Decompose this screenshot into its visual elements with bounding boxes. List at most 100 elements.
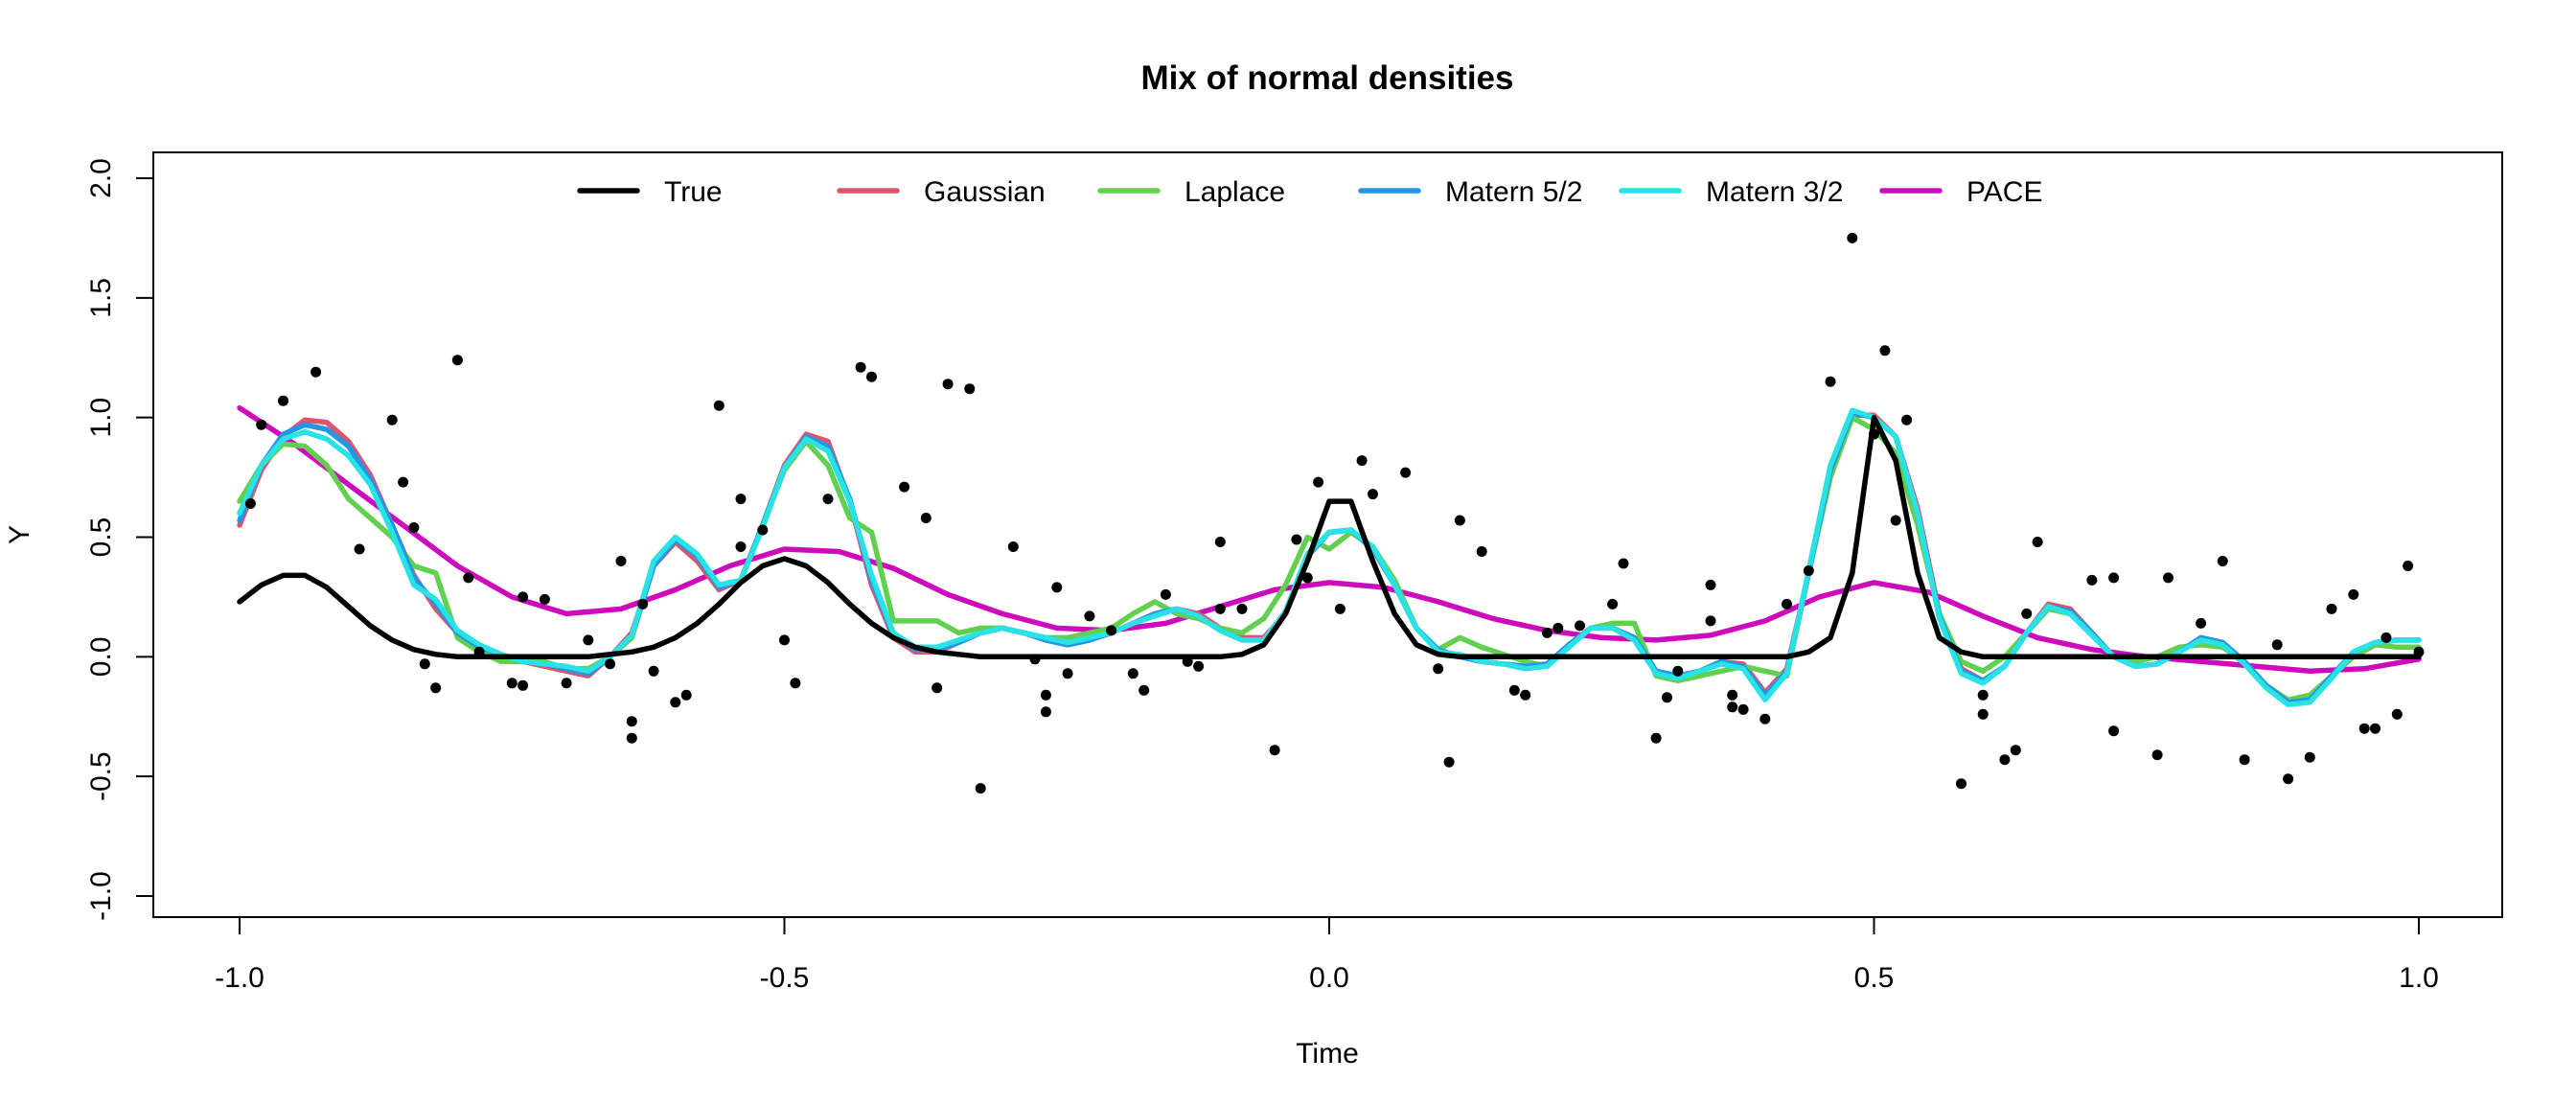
data-point	[1760, 713, 1771, 724]
data-point	[1291, 534, 1302, 545]
data-point	[1672, 665, 1684, 677]
data-point	[1214, 603, 1226, 614]
data-point	[1160, 588, 1171, 600]
data-point	[1400, 467, 1412, 478]
data-point	[899, 481, 910, 493]
data-point	[2151, 749, 2163, 761]
data-point	[626, 716, 637, 727]
data-point	[1575, 620, 1585, 632]
data-point	[1106, 625, 1117, 636]
data-point	[1138, 684, 1150, 696]
data-point	[605, 658, 616, 670]
data-point	[790, 678, 801, 689]
data-point	[386, 414, 398, 426]
data-point	[2358, 723, 2370, 734]
data-point	[244, 498, 256, 509]
series-layer	[237, 404, 2422, 708]
data-point	[964, 383, 976, 395]
data-point	[2086, 574, 2098, 586]
data-point	[1956, 778, 1966, 790]
data-point	[1541, 627, 1552, 638]
data-point	[1084, 610, 1095, 622]
data-point	[942, 379, 954, 390]
data-point	[1879, 345, 1891, 356]
data-point	[2380, 632, 2392, 643]
data-point	[408, 522, 420, 533]
data-point	[539, 593, 550, 605]
legend: True Gaussian Laplace Matern 5/2 Matern 3/2 P…	[577, 176, 2042, 208]
data-point	[2217, 556, 2228, 566]
data-point	[1869, 428, 1879, 440]
data-point	[473, 646, 485, 657]
data-point	[1051, 582, 1063, 593]
x-tick-label: 1.0	[2399, 962, 2439, 994]
data-point	[1062, 668, 1073, 679]
data-point	[1618, 558, 1629, 569]
data-point	[680, 689, 692, 701]
data-point	[2108, 725, 2120, 737]
series-line-true	[237, 414, 2422, 660]
data-point	[1705, 615, 1716, 627]
legend-label-true: True	[664, 176, 723, 208]
series-line-matern-3-2	[237, 407, 2422, 708]
series-line-pace	[237, 404, 2422, 675]
data-point	[975, 783, 986, 794]
data-point	[1029, 654, 1041, 665]
data-point	[1193, 660, 1205, 672]
data-point	[1007, 541, 1019, 552]
data-point	[735, 541, 747, 552]
y-axis-label: Y	[4, 525, 35, 544]
data-point	[451, 355, 463, 366]
x-axis-label: Time	[1296, 1038, 1359, 1070]
data-point	[932, 682, 943, 694]
data-point	[2348, 588, 2359, 600]
data-point	[1727, 689, 1738, 701]
data-point	[670, 697, 681, 708]
data-point	[1040, 689, 1051, 701]
y-tick-label: -0.5	[85, 751, 117, 801]
y-tick-label: 0.5	[85, 518, 117, 558]
data-point	[757, 524, 769, 536]
x-tick-label: -0.5	[760, 962, 810, 994]
data-point	[615, 556, 627, 566]
data-point	[1999, 754, 2011, 766]
data-point	[735, 494, 747, 505]
data-point	[1236, 603, 1248, 614]
data-point	[1508, 684, 1520, 696]
x-axis: -1.0 -0.5 0.0 0.5 1.0	[215, 916, 2439, 994]
data-point	[2370, 723, 2380, 734]
data-point	[256, 419, 267, 430]
y-axis: -1.0 -0.5 0.0 0.5 1.0 1.5 2.0	[85, 158, 154, 921]
data-point	[2032, 537, 2043, 547]
data-point	[1214, 537, 1226, 547]
data-point	[518, 591, 529, 603]
data-point	[463, 572, 474, 584]
data-point	[1803, 565, 1814, 576]
data-point	[1443, 756, 1455, 768]
y-tick-label: 2.0	[85, 158, 117, 198]
data-point	[1977, 689, 1989, 701]
data-point	[822, 494, 834, 505]
data-point	[866, 371, 877, 382]
data-point	[1727, 702, 1738, 713]
data-point	[779, 634, 790, 646]
data-point	[1269, 745, 1280, 756]
legend-label-pace: PACE	[1966, 176, 2042, 208]
legend-label-matern-5-2: Matern 5/2	[1445, 176, 1582, 208]
data-point	[1901, 414, 1913, 426]
data-point	[1127, 668, 1138, 679]
data-point	[2163, 572, 2174, 584]
data-point	[561, 678, 572, 689]
data-point	[1737, 703, 1749, 715]
data-point	[1520, 689, 1531, 701]
data-point	[1368, 489, 1378, 500]
data-point	[648, 665, 659, 677]
data-point	[1650, 732, 1662, 744]
data-point	[278, 395, 288, 406]
data-point	[430, 682, 442, 694]
data-point	[310, 366, 322, 378]
data-point	[1782, 598, 1792, 610]
data-point	[637, 598, 649, 610]
data-point	[1334, 603, 1346, 614]
y-tick-label: 0.0	[85, 636, 117, 677]
